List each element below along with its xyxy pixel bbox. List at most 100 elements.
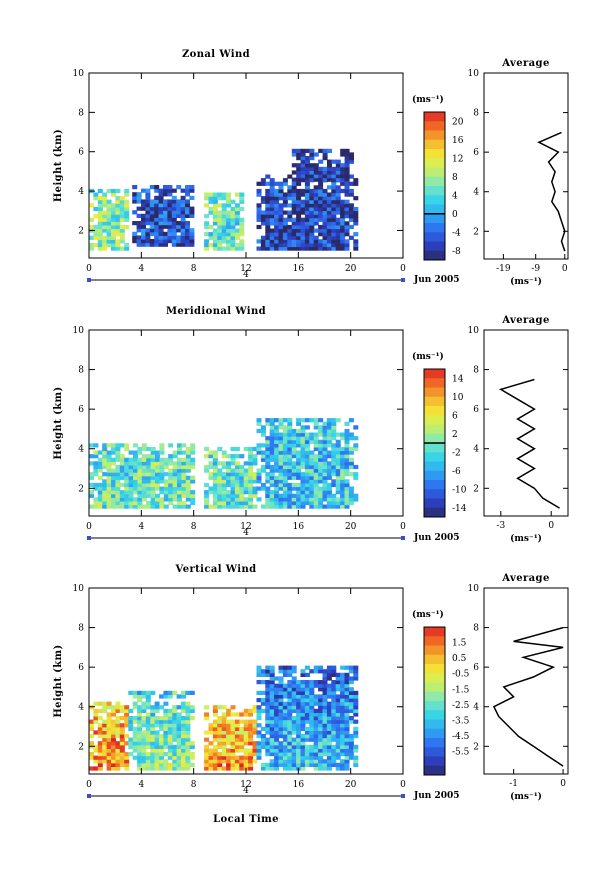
data-cell <box>190 450 196 455</box>
data-cell <box>348 708 354 713</box>
data-cell <box>309 228 315 233</box>
colorbar-frame <box>423 111 446 261</box>
data-cell <box>300 752 306 757</box>
data-cell <box>322 762 328 767</box>
data-cell <box>344 421 350 426</box>
data-cell <box>296 752 302 757</box>
data-cell <box>163 185 168 190</box>
data-cell <box>274 698 280 703</box>
data-cell <box>158 210 164 215</box>
data-cell <box>136 235 142 240</box>
data-cell <box>304 701 310 706</box>
data-cell <box>313 461 319 466</box>
data-cell <box>326 418 332 423</box>
data-cell <box>309 148 315 153</box>
data-cell <box>331 446 337 452</box>
data-cell <box>304 439 310 444</box>
data-cell <box>221 246 227 251</box>
colorbar-band <box>424 369 445 379</box>
data-cell <box>97 497 103 502</box>
data-cell <box>204 705 210 710</box>
data-cell <box>124 472 130 477</box>
data-cell <box>145 723 151 728</box>
data-cell <box>159 490 165 495</box>
data-cell <box>340 490 346 495</box>
data-cell <box>181 730 186 735</box>
data-cell <box>106 203 112 208</box>
data-cell <box>291 701 297 706</box>
data-cell <box>278 221 284 226</box>
data-cell <box>322 479 328 484</box>
data-cell <box>278 210 284 215</box>
data-cell <box>141 737 147 742</box>
data-cell <box>185 744 191 749</box>
data-cell <box>313 235 319 240</box>
data-cell <box>212 479 218 484</box>
data-cell <box>106 493 112 498</box>
data-cell <box>335 755 341 760</box>
data-cell <box>322 759 328 764</box>
data-cell <box>185 479 191 484</box>
data-cell <box>163 224 168 229</box>
data-cell <box>185 762 191 767</box>
data-cell <box>93 719 99 724</box>
data-cell <box>265 705 271 710</box>
data-cell <box>282 178 288 183</box>
data-cell <box>318 766 324 771</box>
data-cell <box>111 493 116 498</box>
data-cell <box>111 748 116 753</box>
data-cell <box>106 206 112 212</box>
data-cell <box>300 439 306 444</box>
data-cell <box>230 726 236 731</box>
data-cell <box>204 504 210 509</box>
colorbar-band <box>424 232 445 242</box>
data-cell <box>217 497 223 502</box>
data-cell <box>260 708 266 713</box>
data-cell <box>309 504 315 509</box>
data-cell <box>344 159 350 164</box>
data-cell <box>331 687 337 692</box>
data-cell <box>248 457 254 462</box>
data-cell <box>287 461 293 466</box>
data-cell <box>313 748 319 753</box>
x-tick-label: 8 <box>191 522 197 532</box>
data-cell <box>331 170 337 175</box>
data-cell <box>278 214 284 219</box>
data-cell <box>155 504 160 509</box>
data-cell <box>150 479 156 484</box>
data-cell <box>287 766 293 771</box>
data-cell <box>204 712 210 717</box>
data-cell <box>278 719 284 724</box>
data-cell <box>291 217 297 222</box>
data-cell <box>335 672 341 677</box>
data-cell <box>248 490 254 495</box>
data-cell <box>300 690 306 695</box>
data-cell <box>89 461 94 466</box>
data-cell <box>318 203 324 208</box>
data-cell <box>304 762 310 767</box>
data-cell <box>124 457 130 462</box>
data-cell <box>226 762 232 767</box>
data-cell <box>274 224 280 230</box>
colorbar-band <box>424 507 445 518</box>
data-cell <box>260 217 266 222</box>
data-cell <box>141 468 147 473</box>
data-cell <box>326 672 332 677</box>
data-cell <box>167 235 173 240</box>
data-cell <box>163 712 169 717</box>
data-cell <box>278 232 284 237</box>
data-cell <box>265 490 271 495</box>
data-cell <box>269 443 275 448</box>
data-cell <box>97 475 103 480</box>
data-cell <box>287 504 293 509</box>
data-cell <box>212 712 218 717</box>
data-cell <box>318 486 324 491</box>
colorbar-band <box>424 636 445 646</box>
data-cell <box>168 490 174 495</box>
data-cell <box>181 443 187 448</box>
data-cell <box>212 497 218 502</box>
data-cell <box>256 214 262 219</box>
data-cell <box>234 726 240 731</box>
data-cell <box>313 482 319 488</box>
day-marker: 4 <box>243 270 249 280</box>
